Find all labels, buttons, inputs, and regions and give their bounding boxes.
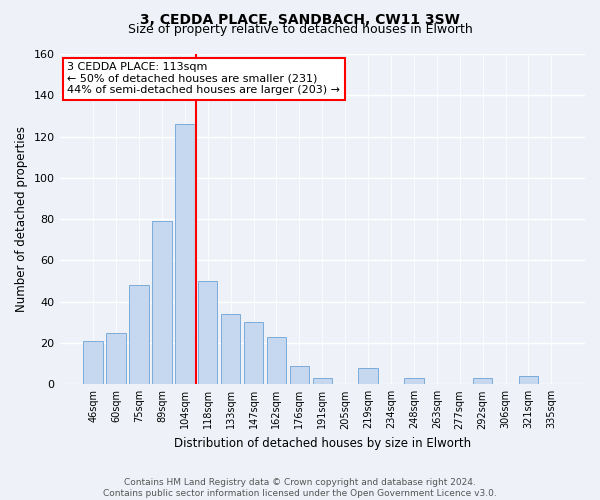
- Bar: [404, 378, 424, 384]
- Bar: [106, 332, 126, 384]
- Bar: [83, 341, 103, 384]
- Text: 3 CEDDA PLACE: 113sqm
← 50% of detached houses are smaller (231)
44% of semi-det: 3 CEDDA PLACE: 113sqm ← 50% of detached …: [67, 62, 340, 96]
- Bar: [313, 378, 332, 384]
- Bar: [198, 281, 217, 384]
- Bar: [358, 368, 378, 384]
- Bar: [519, 376, 538, 384]
- Bar: [175, 124, 194, 384]
- Text: Contains HM Land Registry data © Crown copyright and database right 2024.
Contai: Contains HM Land Registry data © Crown c…: [103, 478, 497, 498]
- Y-axis label: Number of detached properties: Number of detached properties: [15, 126, 28, 312]
- Text: 3, CEDDA PLACE, SANDBACH, CW11 3SW: 3, CEDDA PLACE, SANDBACH, CW11 3SW: [140, 12, 460, 26]
- Bar: [244, 322, 263, 384]
- Bar: [473, 378, 493, 384]
- Bar: [129, 285, 149, 384]
- X-axis label: Distribution of detached houses by size in Elworth: Distribution of detached houses by size …: [174, 437, 471, 450]
- Bar: [267, 337, 286, 384]
- Bar: [221, 314, 241, 384]
- Text: Size of property relative to detached houses in Elworth: Size of property relative to detached ho…: [128, 22, 472, 36]
- Bar: [290, 366, 309, 384]
- Bar: [152, 221, 172, 384]
